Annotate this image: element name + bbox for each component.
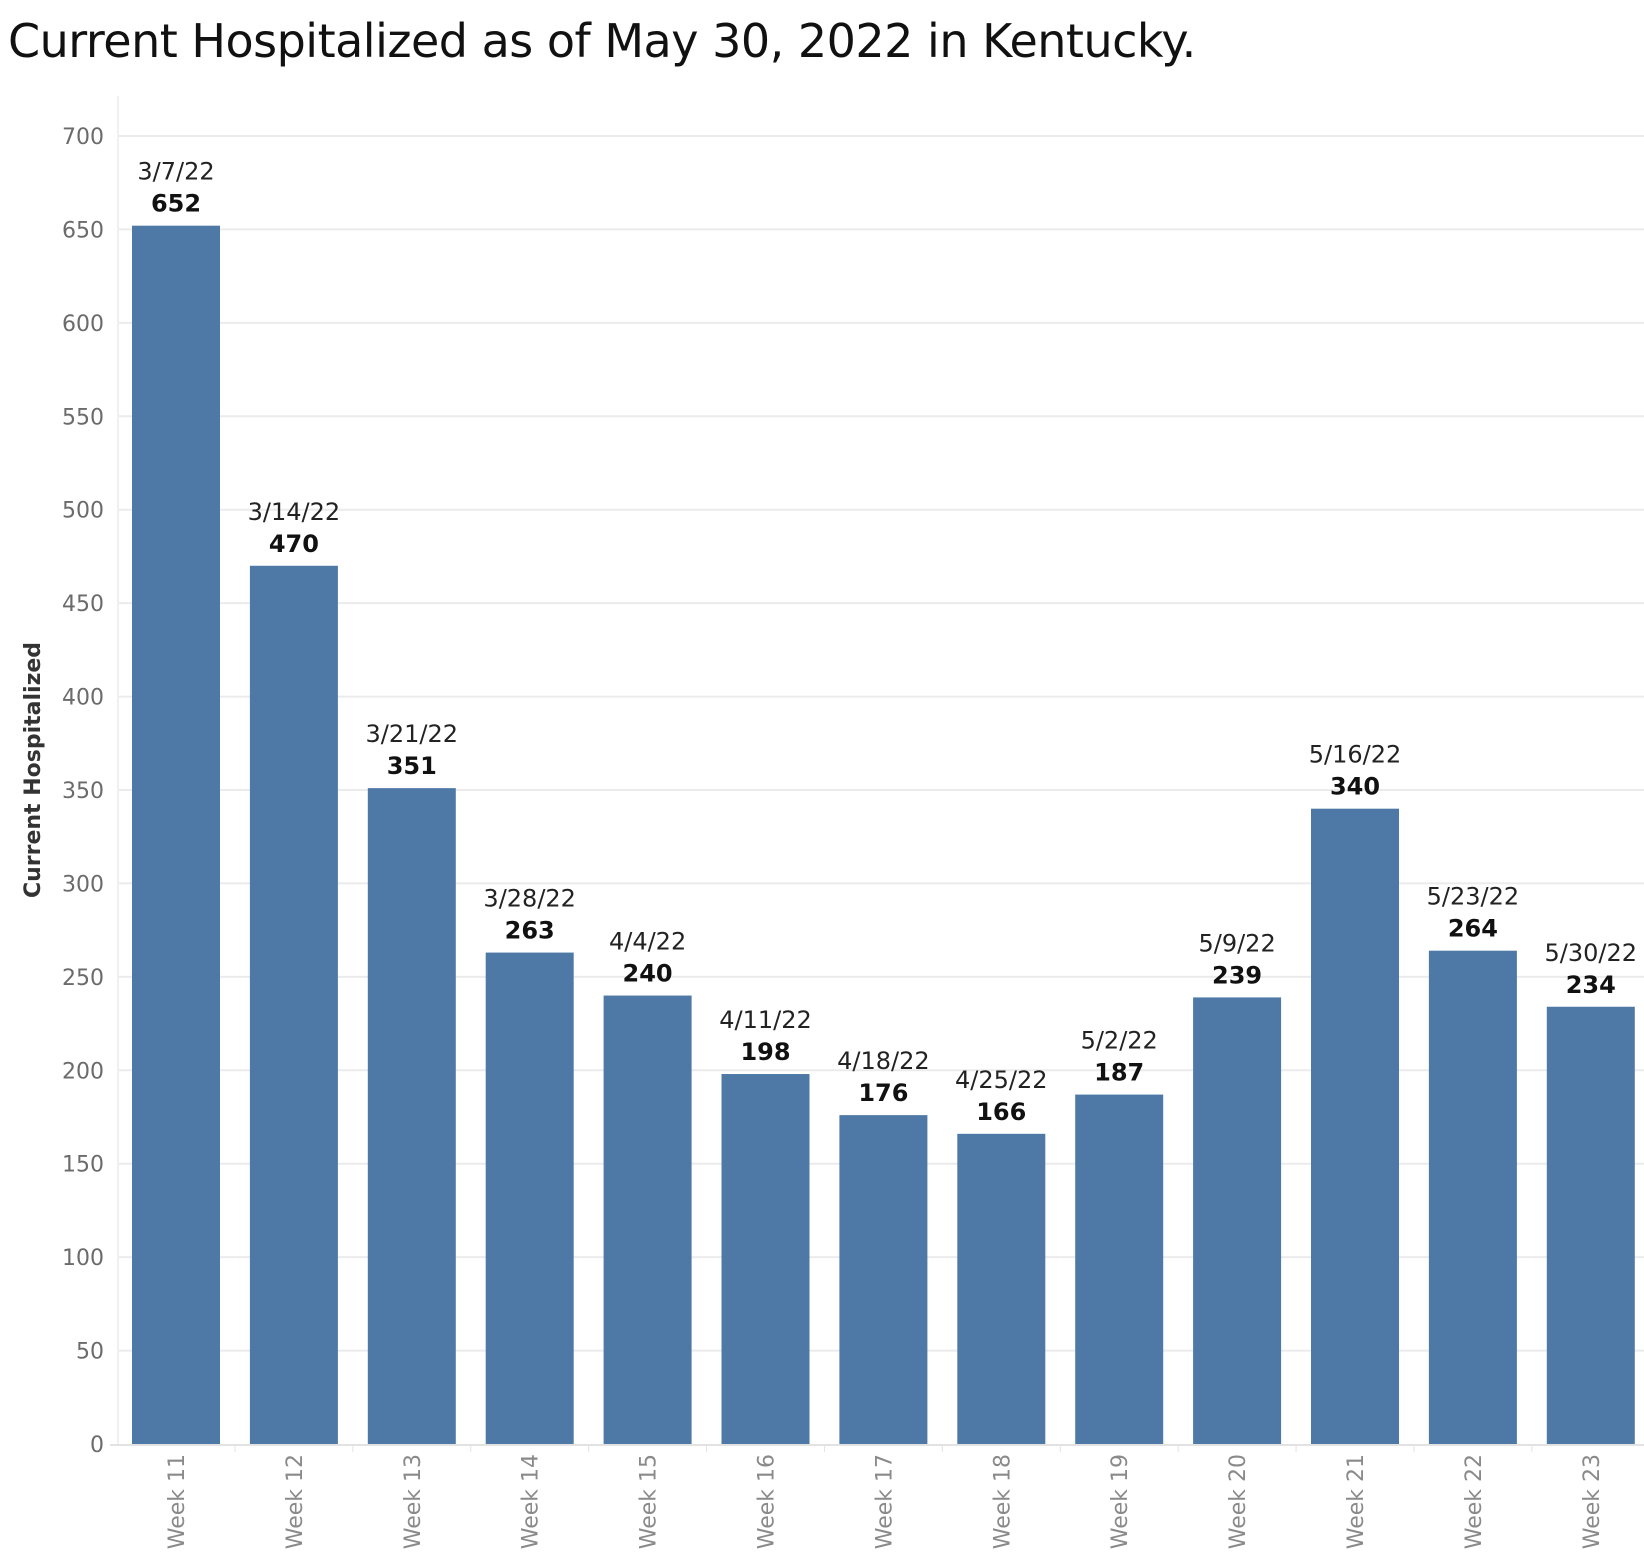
bar-value-label: 263 xyxy=(505,917,555,945)
bar xyxy=(721,1074,810,1444)
bar xyxy=(603,995,692,1444)
bar-date-label: 5/23/22 xyxy=(1427,883,1520,911)
bar xyxy=(839,1115,928,1444)
x-tick-label: Week 13 xyxy=(401,1454,426,1549)
bar-value-label: 340 xyxy=(1330,773,1380,801)
x-tick-label: Week 16 xyxy=(755,1454,780,1549)
bar-value-label: 166 xyxy=(976,1098,1026,1126)
y-tick-label: 350 xyxy=(62,779,104,804)
x-tick-label: Week 11 xyxy=(165,1454,190,1549)
bar-labels: 3/7/22 652 3/14/22 470 3/21/22 351 3/28/22 263 4… xyxy=(137,158,1637,1126)
x-axis: Week 11 Week 12 Week 13 Week 14 Week 15 Week … xyxy=(110,1444,1644,1549)
y-axis: Current Hospitalized 0 50 100 150 200 250 300 3… xyxy=(21,96,119,1458)
bar-date-label: 4/18/22 xyxy=(837,1047,930,1075)
y-tick-label: 150 xyxy=(62,1153,104,1178)
bar xyxy=(132,225,220,1445)
y-tick-label: 650 xyxy=(62,218,104,243)
bar-value-label: 198 xyxy=(740,1038,790,1066)
y-tick-label: 50 xyxy=(76,1340,104,1365)
y-tick-label: 300 xyxy=(62,872,104,897)
bar xyxy=(249,565,338,1444)
bar-date-label: 5/2/22 xyxy=(1081,1027,1158,1055)
y-axis-title: Current Hospitalized xyxy=(21,642,46,898)
bar-date-label: 3/14/22 xyxy=(248,498,341,526)
x-tick-label: Week 23 xyxy=(1580,1454,1605,1549)
bar-value-label: 470 xyxy=(269,530,319,558)
bar-date-label: 3/21/22 xyxy=(366,720,459,748)
y-tick-label: 450 xyxy=(62,592,104,617)
x-tick-label: Week 15 xyxy=(637,1454,662,1549)
x-tick-label: Week 19 xyxy=(1108,1454,1133,1549)
bars xyxy=(132,225,1635,1445)
y-tick-label: 550 xyxy=(62,405,104,430)
y-tick-label: 100 xyxy=(62,1246,104,1271)
bar xyxy=(1428,950,1517,1444)
bar xyxy=(1311,808,1399,1444)
bar-date-label: 4/4/22 xyxy=(609,928,686,956)
x-tick-label: Week 17 xyxy=(872,1454,897,1549)
y-tick-label: 600 xyxy=(62,312,104,337)
y-tick-label: 400 xyxy=(62,686,104,711)
y-tick-label: 700 xyxy=(62,125,104,150)
bar xyxy=(485,952,574,1444)
bar-date-label: 3/7/22 xyxy=(137,158,214,186)
x-tick-label: Week 12 xyxy=(283,1454,308,1549)
bar-value-label: 264 xyxy=(1448,915,1498,943)
bar-value-label: 187 xyxy=(1094,1059,1144,1087)
bar xyxy=(957,1133,1046,1444)
y-tick-label: 250 xyxy=(62,966,104,991)
bar-date-label: 5/30/22 xyxy=(1545,939,1638,967)
x-tick-label: Week 20 xyxy=(1226,1454,1251,1549)
bar xyxy=(1075,1094,1164,1444)
y-tick-label: 200 xyxy=(62,1059,104,1084)
bar-date-label: 5/9/22 xyxy=(1198,929,1275,957)
bar-date-label: 4/25/22 xyxy=(955,1066,1048,1094)
bar xyxy=(1546,1006,1635,1444)
bar-date-label: 5/16/22 xyxy=(1309,741,1402,769)
y-tick-label: 0 xyxy=(90,1433,104,1458)
bar-date-label: 3/28/22 xyxy=(483,885,576,913)
x-tick-label: Week 22 xyxy=(1462,1454,1487,1549)
bar-value-label: 652 xyxy=(151,190,201,218)
bar-value-label: 176 xyxy=(858,1079,908,1107)
bar-date-label: 4/11/22 xyxy=(719,1006,812,1034)
bar-value-label: 239 xyxy=(1212,961,1262,989)
x-tick-label: Week 14 xyxy=(519,1454,544,1549)
x-tick-label: Week 18 xyxy=(990,1454,1015,1549)
bar xyxy=(367,788,456,1444)
x-tick-label: Week 21 xyxy=(1344,1454,1369,1549)
bar-value-label: 240 xyxy=(623,960,673,988)
bar-value-label: 351 xyxy=(387,752,437,780)
bar-value-label: 234 xyxy=(1566,971,1616,999)
y-tick-label: 500 xyxy=(62,499,104,524)
chart-title: Current Hospitalized as of May 30, 2022 … xyxy=(8,14,1196,68)
bar xyxy=(1193,997,1282,1444)
